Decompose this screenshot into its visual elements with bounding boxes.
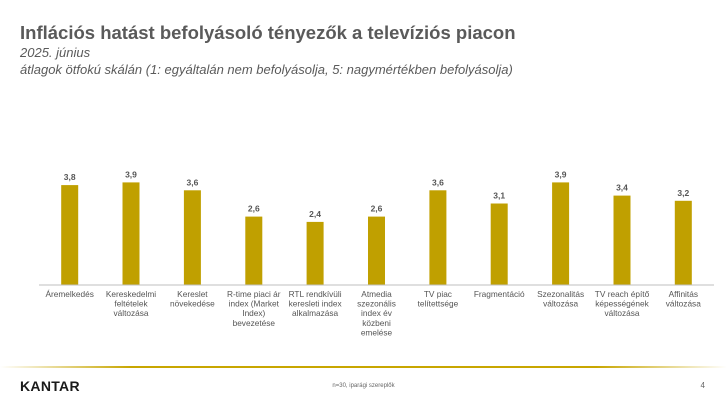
category-label-line: Atmedia [361,289,392,299]
kantar-logo: KANTAR [20,378,80,394]
category-label-line: Index) [242,308,265,318]
value-label-8: 3,1 [493,191,505,201]
category-label-8: Fragmentáció [474,289,525,299]
chart-title: Inflációs hatást befolyásoló tényezők a … [20,22,516,43]
category-label-line: közbeni [362,318,391,328]
category-label-3: Kereslet növekedése [170,289,215,309]
value-label-4: 2,6 [248,204,260,214]
category-label-line: Szezonalitás [537,289,584,299]
category-label-6: Atmedia szezonális index év közbeni emelése [357,289,396,337]
category-label-7: TV piac telítettsége [418,289,459,309]
category-label-line: szezonális [357,299,396,309]
page-number: 4 [700,381,705,390]
category-label-line: alkalmazása [292,308,339,318]
category-labels-group: Áremelkedés Kereskedelmi feltételek változá… [45,289,701,337]
category-label-line: Kereskedelmi [106,289,156,299]
category-label-line: Kereslet [177,289,208,299]
value-label-5: 2,4 [309,209,321,219]
value-label-6: 2,6 [371,204,383,214]
gold-divider [0,366,727,368]
category-label-line: változása [543,299,578,309]
value-label-3: 3,6 [186,177,198,187]
category-label-line: emelése [361,327,393,337]
category-label-1: Áremelkedés [45,289,93,299]
bar-1 [61,185,79,285]
category-label-line: Áremelkedés [45,289,93,299]
category-label-5: RTL rendkívüli keresleti index alkalmazása [289,289,343,318]
category-label-line: változása [113,308,148,318]
category-label-9: Szezonalitás változása [537,289,584,309]
category-label-line: R-time piaci ár [227,289,281,299]
scale-note: átlagok ötfokú skálán (1: egyáltalán nem… [20,62,513,77]
bar-2 [122,182,140,285]
category-label-line: képességének [595,299,649,309]
bar-3 [183,190,201,285]
bar-10 [613,195,631,285]
category-label-10: TV reach építő képességének változása [595,289,650,318]
bar-4 [245,216,263,285]
bar-5 [306,221,324,285]
category-label-line: telítettsége [418,299,459,309]
value-label-2: 3,9 [125,169,137,179]
category-label-line: index (Market [229,299,280,309]
category-label-line: változása [604,308,639,318]
value-label-1: 3,8 [64,172,76,182]
bar-8 [490,203,508,285]
chart-subtitle: 2025. június [20,45,91,60]
category-label-line: Fragmentáció [474,289,525,299]
value-label-7: 3,6 [432,177,444,187]
bar-11 [674,200,692,285]
bar-chart: 3,8 3,9 3,6 2,6 2,4 2,6 3,6 3,1 3,9 3,4 3,2 Áremel… [39,169,714,337]
category-label-line: keresleti index [289,299,343,309]
category-label-line: változása [666,299,701,309]
category-label-line: feltételek [114,299,148,309]
bar-7 [429,190,447,285]
category-label-line: növekedése [170,299,215,309]
category-label-line: TV reach építő [595,289,650,299]
bar-9 [552,182,570,285]
value-label-11: 3,2 [677,188,689,198]
bar-6 [368,216,385,285]
category-label-11: Affinitás változása [666,289,701,309]
category-label-4: R-time piaci ár index (Market Index) beveze… [227,289,281,328]
category-label-line: TV piac [424,289,452,299]
category-label-line: bevezetése [233,318,276,328]
value-label-9: 3,9 [555,169,567,179]
value-label-10: 3,4 [616,183,628,193]
value-labels-group: 3,8 3,9 3,6 2,6 2,4 2,6 3,6 3,1 3,9 3,4 3,2 [64,169,690,219]
category-label-line: index év [361,308,393,318]
category-label-line: Affinitás [669,289,698,299]
bars-group [61,182,692,285]
category-label-line: RTL rendkívüli [289,289,342,299]
category-label-2: Kereskedelmi feltételek változása [106,289,156,318]
sample-footnote: n=30, iparági szereplők [332,383,395,389]
